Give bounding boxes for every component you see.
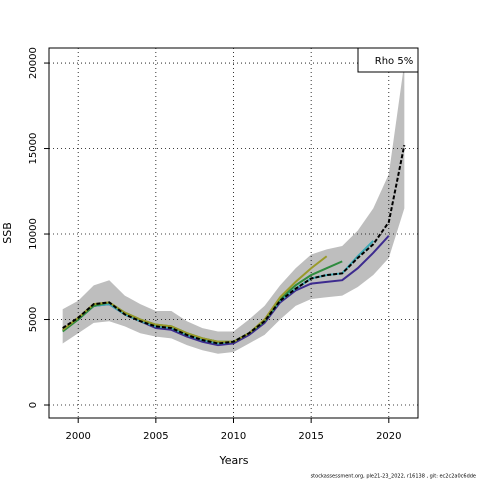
annotation-box	[357, 47, 419, 73]
x-tick-label: 2000	[65, 431, 90, 442]
y-tick-label: 0	[28, 402, 39, 408]
y-axis-label: SSB	[1, 222, 14, 244]
annotation: Rho 5%	[375, 56, 413, 67]
footer: stockassessment.org, ple21-23_2022, r161…	[311, 474, 476, 480]
series-line	[62, 255, 328, 343]
y-tick-label: 10000	[28, 218, 39, 250]
y-tick-label: 5000	[28, 307, 39, 332]
y-tick-label: 20000	[28, 47, 39, 79]
x-tick-label: 2010	[221, 431, 246, 442]
x-tick-label: 2005	[143, 431, 168, 442]
series-line	[62, 144, 406, 345]
y-tick-label: 15000	[28, 133, 39, 165]
x-tick-label: 2015	[298, 431, 323, 442]
confidence-band	[62, 63, 405, 354]
x-axis-label: Years	[218, 454, 248, 467]
x-tick-label: 2020	[376, 431, 401, 442]
